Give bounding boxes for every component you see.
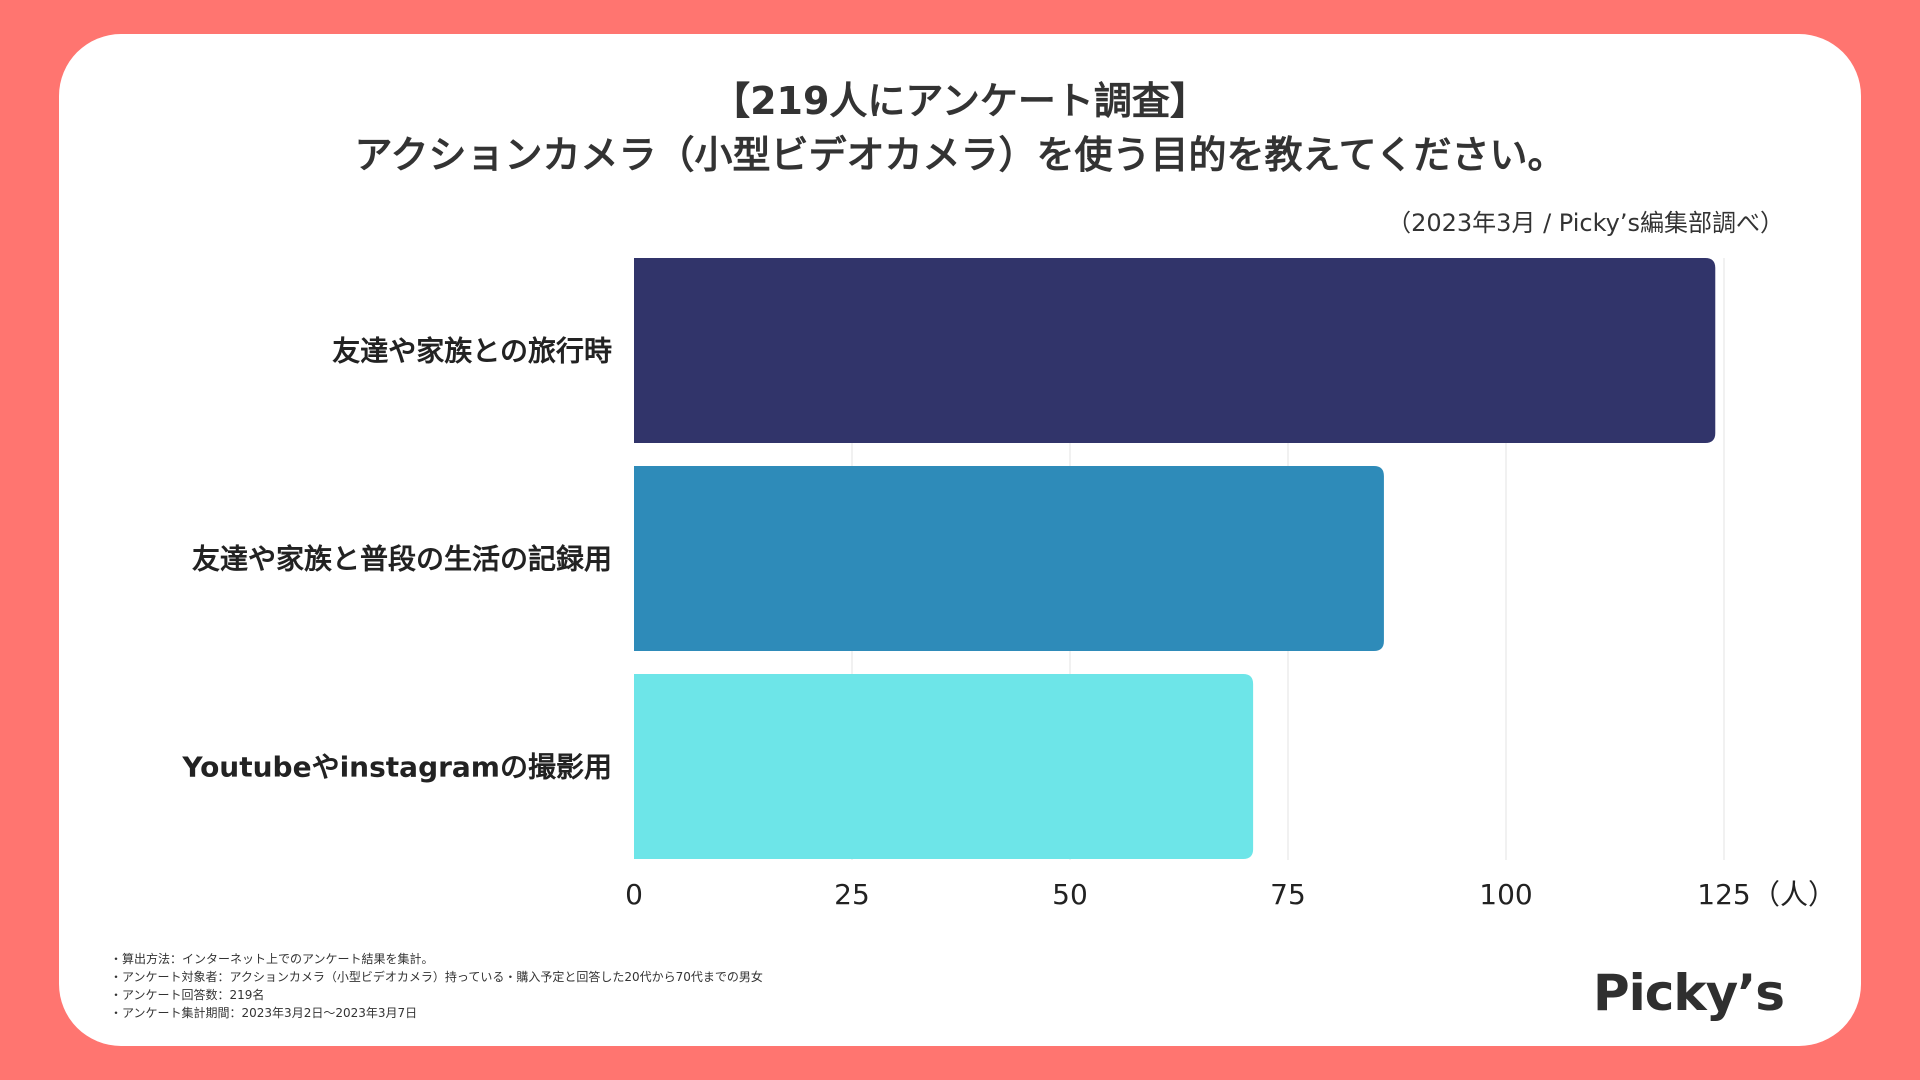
x-axis-unit-label: （人） bbox=[1752, 878, 1836, 911]
survey-notes: ・算出方法：インターネット上でのアンケート結果を集計。 ・アンケート対象者：アク… bbox=[110, 950, 763, 1022]
note-period: ・アンケート集計期間：2023年3月2日〜2023年3月7日 bbox=[110, 1006, 418, 1020]
note-count: ・アンケート回答数：219名 bbox=[110, 988, 265, 1002]
category-label-3: Youtubeやinstagramの撮影用 bbox=[181, 751, 612, 784]
category-label-2: 友達や家族と普段の生活の記録用 bbox=[192, 543, 612, 576]
pickys-logo: Picky’s bbox=[1592, 964, 1785, 1022]
bar-3 bbox=[634, 674, 1254, 859]
category-label-1: 友達や家族との旅行時 bbox=[332, 335, 612, 368]
bar-1 bbox=[634, 258, 1716, 443]
x-tick-label-100: 100 bbox=[1479, 878, 1532, 911]
source-note: （2023年3月 / Picky’s編集部調べ） bbox=[1387, 209, 1784, 237]
note-method: ・算出方法：インターネット上でのアンケート結果を集計。 bbox=[110, 952, 434, 966]
chart-title-line2: アクションカメラ（小型ビデオカメラ）を使う目的を教えてください。 bbox=[354, 133, 1566, 177]
bar-2 bbox=[634, 466, 1384, 651]
x-tick-label-125: 125 bbox=[1697, 878, 1750, 911]
chart-title-line1: 【219人にアンケート調査】 bbox=[712, 79, 1208, 123]
note-target: ・アンケート対象者：アクションカメラ（小型ビデオカメラ）持っている・購入予定と回… bbox=[110, 970, 763, 984]
x-tick-label-75: 75 bbox=[1270, 878, 1306, 911]
x-tick-label-25: 25 bbox=[834, 878, 870, 911]
x-tick-label-0: 0 bbox=[625, 878, 643, 911]
x-tick-label-50: 50 bbox=[1052, 878, 1088, 911]
